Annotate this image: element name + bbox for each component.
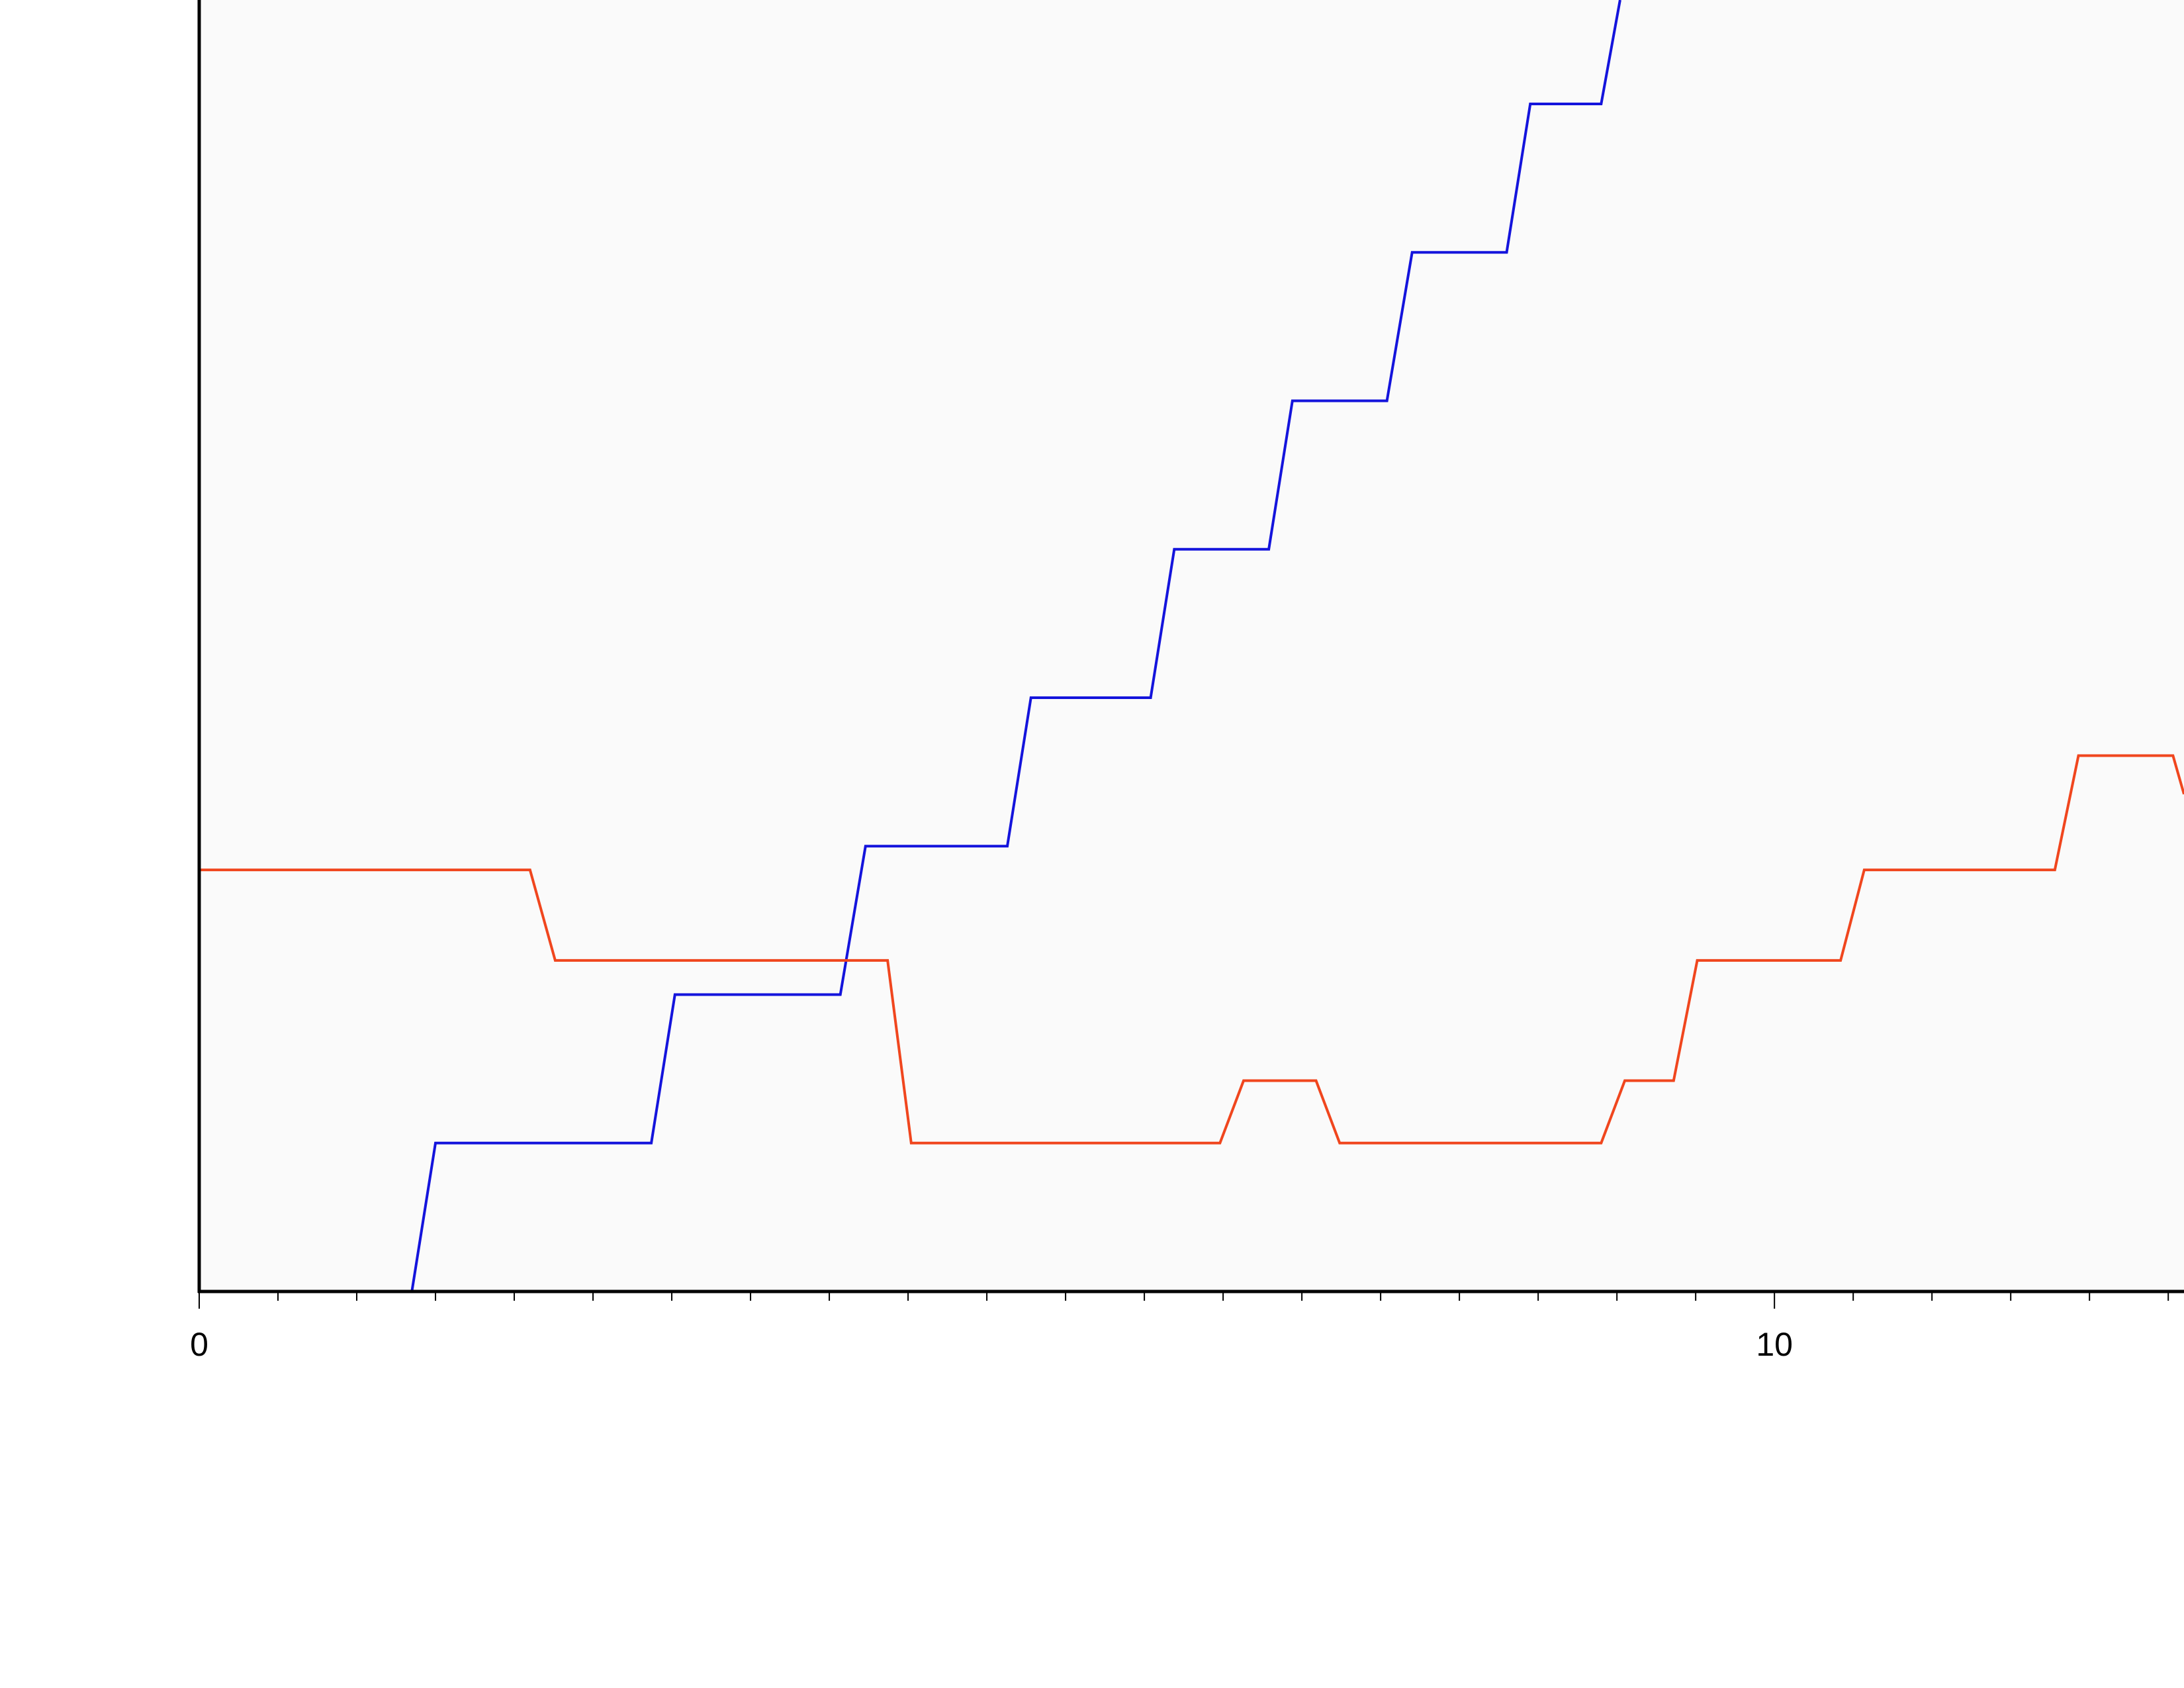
x-tick-label: 0	[190, 1326, 208, 1363]
plot-area	[199, 0, 2184, 1291]
series-line	[199, 754, 2184, 1145]
series-line	[199, 0, 1621, 1293]
x-tick-label: 10	[1756, 1326, 1793, 1363]
